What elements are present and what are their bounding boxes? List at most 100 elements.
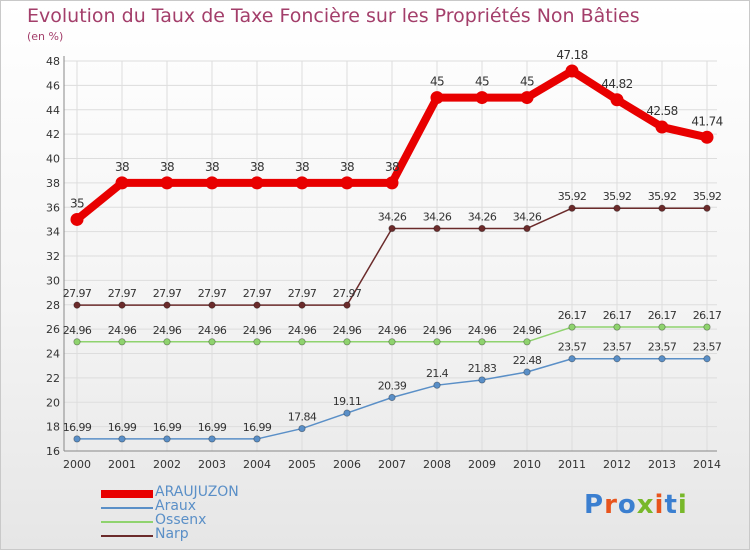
- data-point: [658, 204, 666, 212]
- data-label: 23.57: [693, 341, 722, 354]
- data-point: [658, 355, 666, 363]
- data-point: [478, 376, 486, 384]
- data-point: [433, 338, 441, 346]
- data-label: 24.96: [198, 324, 227, 337]
- x-tick-label: 2008: [423, 458, 451, 471]
- data-point: [655, 120, 669, 134]
- data-label: 22.48: [513, 354, 542, 367]
- data-label: 27.97: [63, 287, 92, 300]
- data-point: [70, 212, 84, 226]
- data-label: 24.96: [513, 324, 542, 337]
- data-point: [568, 323, 576, 331]
- data-point: [118, 435, 126, 443]
- data-point: [250, 176, 264, 190]
- data-point: [343, 409, 351, 417]
- data-label: 27.97: [108, 287, 137, 300]
- data-point: [343, 338, 351, 346]
- data-point: [253, 435, 261, 443]
- data-label: 16.99: [198, 421, 227, 434]
- data-point: [568, 204, 576, 212]
- data-label: 47.18: [556, 48, 587, 62]
- data-label: 27.97: [243, 287, 272, 300]
- y-tick-label: 38: [46, 177, 60, 190]
- data-point: [163, 435, 171, 443]
- data-label: 27.97: [288, 287, 317, 300]
- legend-label: ARAUJUZON: [155, 484, 239, 500]
- x-tick-label: 2007: [378, 458, 406, 471]
- data-point: [73, 435, 81, 443]
- data-label: 38: [205, 160, 219, 174]
- data-label: 34.26: [513, 210, 542, 223]
- data-point: [298, 424, 306, 433]
- data-point: [73, 301, 81, 309]
- data-point: [295, 176, 309, 190]
- data-label: 45: [475, 75, 489, 89]
- data-point: [568, 355, 576, 363]
- chart-subtitle: (en %): [27, 30, 64, 43]
- data-point: [703, 204, 711, 212]
- x-tick-label: 2013: [648, 458, 676, 471]
- legend-swatch: [101, 507, 153, 509]
- y-tick-label: 40: [46, 153, 60, 166]
- data-point: [388, 338, 396, 346]
- data-point: [700, 130, 714, 144]
- data-label: 26.17: [648, 309, 677, 322]
- data-label: 27.97: [333, 287, 362, 300]
- data-label: 23.57: [558, 341, 587, 354]
- data-label: 45: [520, 75, 534, 89]
- proxiti-logo: Proxiti: [584, 490, 688, 520]
- x-tick-label: 2005: [288, 458, 316, 471]
- data-label: 35.92: [558, 190, 587, 203]
- data-point: [388, 393, 396, 402]
- data-point: [163, 301, 171, 309]
- y-tick-label: 18: [46, 421, 60, 434]
- data-label: 44.82: [601, 77, 632, 91]
- data-label: 34.26: [468, 210, 497, 223]
- data-point: [118, 338, 126, 346]
- data-label: 34.26: [378, 210, 407, 223]
- data-label: 24.96: [288, 324, 317, 337]
- data-label: 35: [70, 196, 84, 210]
- data-label: 38: [250, 160, 264, 174]
- y-tick-label: 26: [46, 323, 60, 336]
- data-point: [613, 323, 621, 331]
- data-label: 24.96: [378, 324, 407, 337]
- data-label: 21.83: [468, 362, 497, 375]
- data-point: [523, 224, 531, 233]
- x-tick-label: 2011: [558, 458, 586, 471]
- data-point: [388, 224, 396, 233]
- data-label: 26.17: [558, 309, 587, 322]
- y-tick-label: 16: [46, 445, 60, 458]
- data-label: 38: [340, 160, 354, 174]
- data-point: [658, 323, 666, 331]
- data-label: 27.97: [198, 287, 227, 300]
- data-point: [475, 91, 489, 105]
- data-point: [703, 323, 711, 331]
- data-label: 35.92: [693, 190, 722, 203]
- data-point: [523, 368, 531, 376]
- data-label: 27.97: [153, 287, 182, 300]
- data-point: [523, 338, 531, 346]
- data-label: 35.92: [648, 190, 677, 203]
- y-tick-label: 28: [46, 299, 60, 312]
- data-label: 41.74: [691, 114, 722, 128]
- x-tick-label: 2004: [243, 458, 271, 471]
- legend-label: Narp: [155, 526, 189, 542]
- data-label: 24.96: [108, 324, 137, 337]
- data-label: 24.96: [333, 324, 362, 337]
- data-label: 17.84: [288, 411, 317, 424]
- data-point: [298, 301, 306, 309]
- data-label: 35.92: [603, 190, 632, 203]
- data-point: [205, 176, 219, 190]
- data-point: [208, 435, 216, 443]
- data-point: [343, 301, 351, 309]
- data-point: [385, 176, 399, 190]
- data-point: [253, 301, 261, 309]
- data-label: 23.57: [648, 341, 677, 354]
- y-tick-label: 44: [46, 104, 60, 117]
- data-label: 19.11: [333, 395, 362, 408]
- data-point: [613, 204, 621, 212]
- legend-swatch: [101, 521, 153, 523]
- data-label: 16.99: [108, 421, 137, 434]
